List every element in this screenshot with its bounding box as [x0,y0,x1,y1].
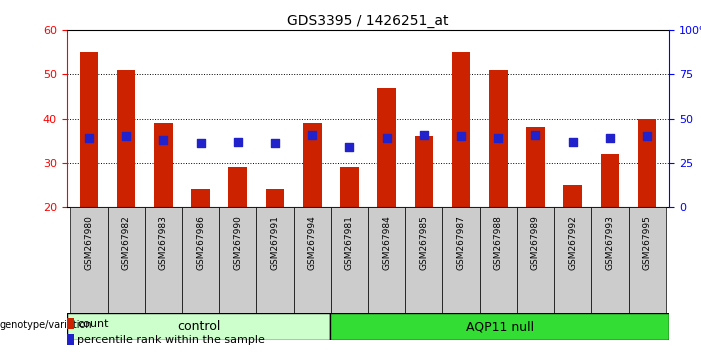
Point [158,137,169,143]
Bar [144,207,182,313]
Bar [331,207,368,313]
Text: GSM267987: GSM267987 [456,216,465,270]
Text: GSM267981: GSM267981 [345,216,354,270]
Bar [117,70,135,207]
Text: GSM267991: GSM267991 [271,216,280,270]
Bar [592,207,629,313]
Point [493,135,504,141]
Text: GSM267990: GSM267990 [233,216,243,270]
Bar [554,207,592,313]
Bar [191,189,210,207]
Point [232,139,243,144]
Text: GSM267993: GSM267993 [606,216,614,270]
Text: percentile rank within the sample: percentile rank within the sample [77,335,265,345]
Bar [629,207,666,313]
Point [530,132,541,137]
Point [418,132,430,137]
Text: GSM267986: GSM267986 [196,216,205,270]
Bar [638,119,656,207]
Bar [182,207,219,313]
Text: GSM267980: GSM267980 [84,216,93,270]
Text: GSM267982: GSM267982 [122,216,130,270]
Bar [340,167,359,207]
Bar [405,207,442,313]
Bar [229,167,247,207]
Bar [489,70,508,207]
Bar [294,207,331,313]
Bar [526,127,545,207]
Bar [80,52,98,207]
Bar [67,313,330,340]
Point [567,139,578,144]
Point [306,132,318,137]
Point [195,141,206,146]
Bar [303,123,322,207]
Bar [67,318,74,329]
Point [641,133,653,139]
Bar [517,207,554,313]
Text: GSM267989: GSM267989 [531,216,540,270]
Bar [257,207,294,313]
Text: GSM267988: GSM267988 [494,216,503,270]
Text: genotype/variation: genotype/variation [0,320,93,330]
Bar [70,207,107,313]
Bar [368,207,405,313]
Bar [442,207,479,313]
Bar [107,207,144,313]
Text: GSM267995: GSM267995 [643,216,652,270]
Title: GDS3395 / 1426251_at: GDS3395 / 1426251_at [287,14,449,28]
Bar [564,185,582,207]
Text: GSM267994: GSM267994 [308,216,317,270]
Text: AQP11 null: AQP11 null [466,320,534,333]
Point [83,135,95,141]
Point [343,144,355,150]
Text: GSM267985: GSM267985 [419,216,428,270]
Bar [330,313,669,340]
Bar [154,123,172,207]
Bar [601,154,619,207]
Point [381,135,393,141]
Text: count: count [77,319,109,329]
Bar [67,334,74,346]
Bar [414,136,433,207]
Bar [451,52,470,207]
Text: GSM267992: GSM267992 [569,216,577,270]
Point [456,133,467,139]
Bar [479,207,517,313]
Text: GSM267983: GSM267983 [159,216,168,270]
Bar [219,207,257,313]
Bar [377,88,396,207]
Text: control: control [177,320,220,333]
Point [121,133,132,139]
Point [269,141,280,146]
Text: GSM267984: GSM267984 [382,216,391,270]
Point [604,135,615,141]
Bar [266,189,285,207]
